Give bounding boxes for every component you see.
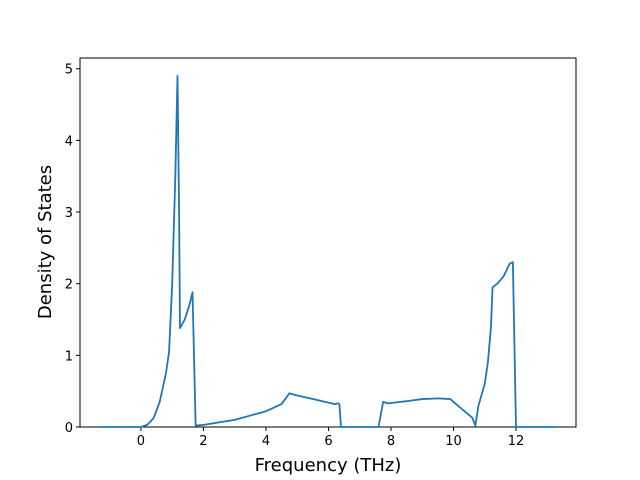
y-tick-label: 1 — [65, 349, 73, 364]
x-tick-label: 10 — [445, 434, 462, 449]
y-tick-label: 4 — [65, 134, 73, 149]
x-tick-label: 8 — [387, 434, 395, 449]
x-tick-label: 4 — [262, 434, 270, 449]
x-tick-label: 0 — [137, 434, 145, 449]
data-line — [101, 75, 556, 428]
x-axis-label: Frequency (THz) — [255, 455, 402, 476]
y-tick-label: 5 — [65, 63, 73, 78]
y-axis-label: Density of States — [35, 165, 56, 319]
plot-frame — [79, 57, 577, 428]
x-tick-label: 6 — [324, 434, 332, 449]
y-tick-label: 2 — [65, 278, 73, 293]
y-tick-label: 3 — [65, 206, 73, 221]
y-tick-label: 0 — [65, 421, 73, 436]
x-tick-label: 12 — [508, 434, 525, 449]
x-tick-label: 2 — [199, 434, 207, 449]
